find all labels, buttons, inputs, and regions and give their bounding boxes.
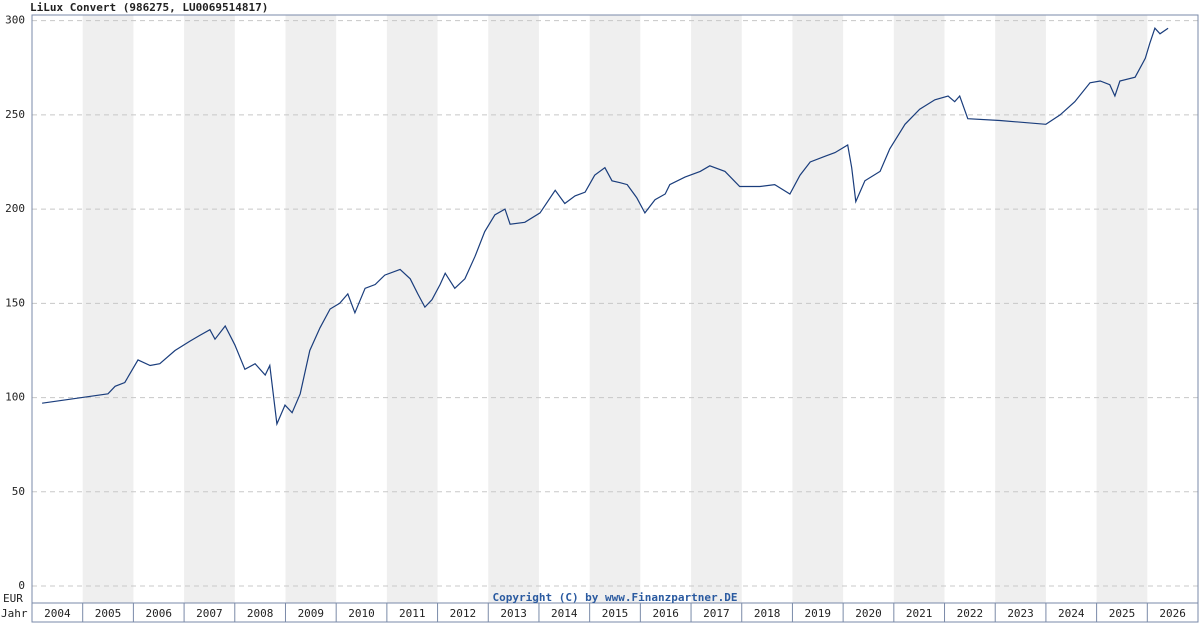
y-tick-label: 0 <box>18 579 25 592</box>
year-band <box>386 15 438 603</box>
x-tick-label: 2007 <box>196 607 223 620</box>
x-tick-label: 2025 <box>1109 607 1136 620</box>
x-tick-label: 2004 <box>44 607 71 620</box>
x-tick-label: 2005 <box>95 607 122 620</box>
year-band <box>1096 15 1148 603</box>
y-tick-label: 100 <box>5 391 25 404</box>
x-tick-label: 2008 <box>247 607 274 620</box>
x-tick-label: 2006 <box>145 607 172 620</box>
y-tick-label: 250 <box>5 108 25 121</box>
year-band <box>691 15 742 603</box>
x-tick-label: 2009 <box>298 607 325 620</box>
x-tick-label: 2012 <box>450 607 477 620</box>
x-tick-label: 2020 <box>855 607 882 620</box>
x-tick-label: 2019 <box>805 607 832 620</box>
plot-frame <box>31 14 1199 623</box>
x-tick-label: 2017 <box>703 607 730 620</box>
x-axis-label: Jahr <box>1 607 28 620</box>
x-tick-label: 2010 <box>348 607 375 620</box>
x-tick-label: 2022 <box>957 607 984 620</box>
year-band <box>893 15 945 603</box>
x-tick-label: 2014 <box>551 607 578 620</box>
x-tick-label: 2011 <box>399 607 426 620</box>
x-tick-label: 2023 <box>1007 607 1034 620</box>
y-tick-label: 300 <box>5 14 25 27</box>
y-tick-label: 200 <box>5 202 25 215</box>
copyright: Copyright (C) by www.Finanzpartner.DE <box>492 591 737 604</box>
x-tick-label: 2024 <box>1058 607 1085 620</box>
x-tick-label: 2015 <box>602 607 629 620</box>
x-tick-label: 2021 <box>906 607 933 620</box>
y-unit-label: EUR <box>3 592 23 605</box>
year-band <box>488 15 539 603</box>
year-band <box>589 15 641 603</box>
x-tick-label: 2026 <box>1159 607 1186 620</box>
x-tick-label: 2013 <box>500 607 527 620</box>
chart-title: LiLux Convert (986275, LU0069514817) <box>30 1 268 14</box>
year-band <box>184 15 235 603</box>
x-tick-label: 2016 <box>652 607 679 620</box>
x-tick-label: 2018 <box>754 607 781 620</box>
y-tick-label: 50 <box>12 485 25 498</box>
y-tick-label: 150 <box>5 296 25 309</box>
year-band <box>82 15 134 603</box>
year-band <box>285 15 337 603</box>
price-line <box>42 27 1169 427</box>
year-band <box>995 15 1046 603</box>
year-band <box>792 15 844 603</box>
